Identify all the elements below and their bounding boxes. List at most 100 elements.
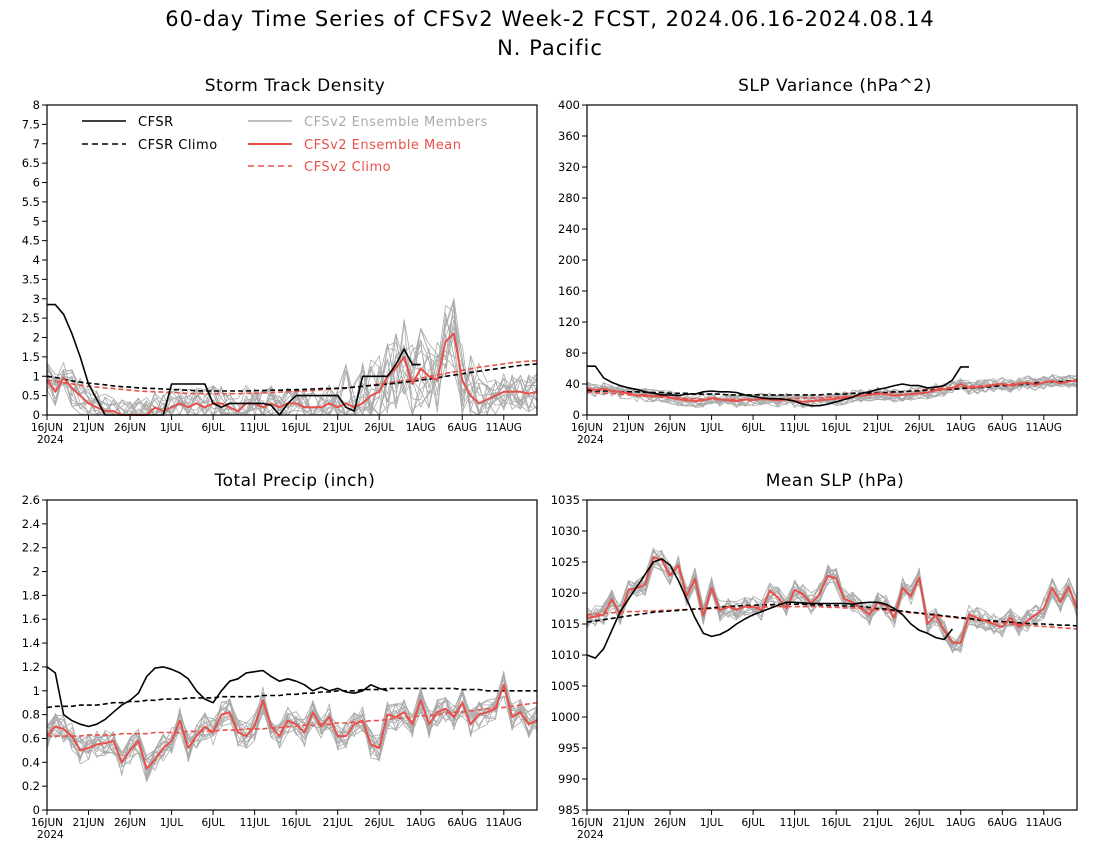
main-title: 60-day Time Series of CFSv2 Week-2 FCST,…: [165, 7, 934, 31]
y-tick-label: 1.4: [22, 636, 40, 650]
y-tick-label: 0.6: [22, 731, 40, 745]
y-tick-label: 240: [558, 222, 580, 236]
y-tick-label: 4: [33, 253, 40, 267]
series-cfsv2-ensemble-mean: [586, 379, 1078, 403]
series-cfsr-climo: [586, 379, 1078, 396]
y-tick-label: 1: [33, 369, 40, 383]
x-tick-label: 1AUG: [406, 817, 436, 829]
series-cfsr-climo: [46, 363, 538, 392]
legend-label-ensemble-mean: CFSv2 Ensemble Mean: [304, 138, 461, 153]
x-tick-label: 21JUN: [73, 422, 105, 434]
x-tick-label: 26JUL: [364, 422, 394, 434]
series-cfsv2-ensemble-mean: [46, 683, 538, 770]
panel-slp-variance: SLP Variance (hPa^2) 0 40 80 120 160 200 240 28…: [558, 76, 1078, 446]
y-tick-label: 990: [558, 772, 580, 786]
y-tick-label: 160: [558, 284, 580, 298]
y-tick-label: 2: [33, 565, 40, 579]
series-cfsr: [587, 365, 969, 407]
x-tick-label: 21JUL: [323, 817, 353, 829]
y-tick-label: 985: [558, 803, 580, 817]
y-tick-label: 1000: [551, 710, 580, 724]
x-tick-label: 26JUN: [654, 422, 686, 434]
x-tick-label: 1AUG: [946, 817, 976, 829]
plot-frame: [46, 104, 538, 416]
x-tick-label: 11AUG: [486, 817, 522, 829]
panel-title: Mean SLP (hPa): [766, 471, 905, 491]
x-tick-label: 6AUG: [447, 817, 477, 829]
panel-title: Storm Track Density: [205, 76, 386, 96]
x-tick-label: 6JUL: [201, 817, 224, 829]
y-tick-label: 1005: [551, 679, 580, 693]
y-tick-label: 7: [33, 137, 40, 151]
x-tick-label: 16JUL: [281, 422, 311, 434]
x-tick-label: 21JUN: [613, 817, 645, 829]
ensemble-member-line: [586, 549, 1078, 652]
y-tick-label: 2.6: [22, 493, 40, 507]
legend-label-cfsv2-climo: CFSv2 Climo: [304, 160, 391, 175]
x-tick-label: 21JUL: [323, 422, 353, 434]
y-tick-label: 5.5: [22, 195, 40, 209]
y-tick-label: 80: [565, 346, 580, 360]
panel-total-precip: Total Precip (inch) 0 0.2 0.4 0.6 0.8 1 1.2 1.4…: [22, 471, 538, 841]
y-tick-label: 1035: [551, 493, 580, 507]
y-tick-label: 6: [33, 176, 40, 190]
x-tick-label: 11AUG: [1026, 817, 1062, 829]
x-tick-label: 11AUG: [1026, 422, 1062, 434]
legend-label-cfsr: CFSR: [138, 115, 174, 130]
series-cfsv2-climo: [46, 360, 538, 395]
y-tick-label: 280: [558, 191, 580, 205]
y-tick-label: 0.2: [22, 779, 40, 793]
ensemble-member-line: [586, 550, 1078, 647]
x-tick-label: 1JUL: [700, 422, 723, 434]
y-tick-label: 2.2: [22, 541, 40, 555]
ensemble-member-line: [46, 344, 538, 416]
x-tick-label: 16JUN: [31, 817, 63, 829]
x-tick-label: 21JUL: [863, 422, 893, 434]
y-tick-label: 5: [33, 214, 40, 228]
x-year-label: 2024: [37, 829, 64, 841]
legend-label-ensemble-members: CFSv2 Ensemble Members: [304, 115, 488, 130]
x-tick-label: 11JUL: [240, 817, 270, 829]
y-tick-label: 1: [33, 684, 40, 698]
x-tick-label: 16JUN: [571, 422, 603, 434]
x-tick-label: 1JUL: [700, 817, 723, 829]
series-cfsr-climo: [586, 603, 1078, 627]
y-tick-label: 2.4: [22, 517, 40, 531]
y-tick-label: 0: [33, 408, 40, 422]
panel-title: Total Precip (inch): [214, 471, 376, 491]
y-tick-label: 320: [558, 160, 580, 174]
x-year-label: 2024: [577, 434, 604, 446]
x-tick-label: 6AUG: [987, 817, 1017, 829]
legend-label-cfsr-climo: CFSR Climo: [138, 138, 218, 153]
region-subtitle: N. Pacific: [497, 36, 603, 60]
legend: CFSR CFSR Climo CFSv2 Ensemble Members C…: [82, 115, 488, 175]
x-tick-label: 11JUL: [780, 422, 810, 434]
y-tick-label: 3.5: [22, 272, 40, 286]
series-cfsr: [47, 303, 421, 416]
x-tick-label: 1JUL: [160, 817, 183, 829]
y-tick-label: 995: [558, 741, 580, 755]
series-cfsv2-ensemble-mean: [586, 556, 1078, 644]
y-tick-label: 360: [558, 129, 580, 143]
y-tick-label: 1.5: [22, 350, 40, 364]
x-tick-label: 16JUN: [31, 422, 63, 434]
ensemble-member-line: [586, 374, 1078, 407]
x-tick-label: 26JUL: [364, 817, 394, 829]
y-tick-label: 1.6: [22, 612, 40, 626]
y-tick-label: 0: [33, 803, 40, 817]
y-tick-label: 4.5: [22, 234, 40, 248]
y-tick-label: 200: [558, 253, 580, 267]
x-tick-label: 26JUL: [904, 422, 934, 434]
ensemble-member-line: [586, 566, 1078, 652]
x-tick-label: 11JUL: [780, 817, 810, 829]
y-tick-label: 1.2: [22, 660, 40, 674]
x-tick-label: 6AUG: [987, 422, 1017, 434]
panel-mean-slp: Mean SLP (hPa) 985 990 995 1000 1005 1010 1015…: [551, 471, 1078, 841]
ensemble-member-line: [586, 561, 1078, 651]
x-tick-label: 1JUL: [160, 422, 183, 434]
series-cfsr: [586, 558, 954, 659]
x-tick-label: 11AUG: [486, 422, 522, 434]
y-tick-label: 1020: [551, 586, 580, 600]
x-tick-label: 26JUL: [904, 817, 934, 829]
